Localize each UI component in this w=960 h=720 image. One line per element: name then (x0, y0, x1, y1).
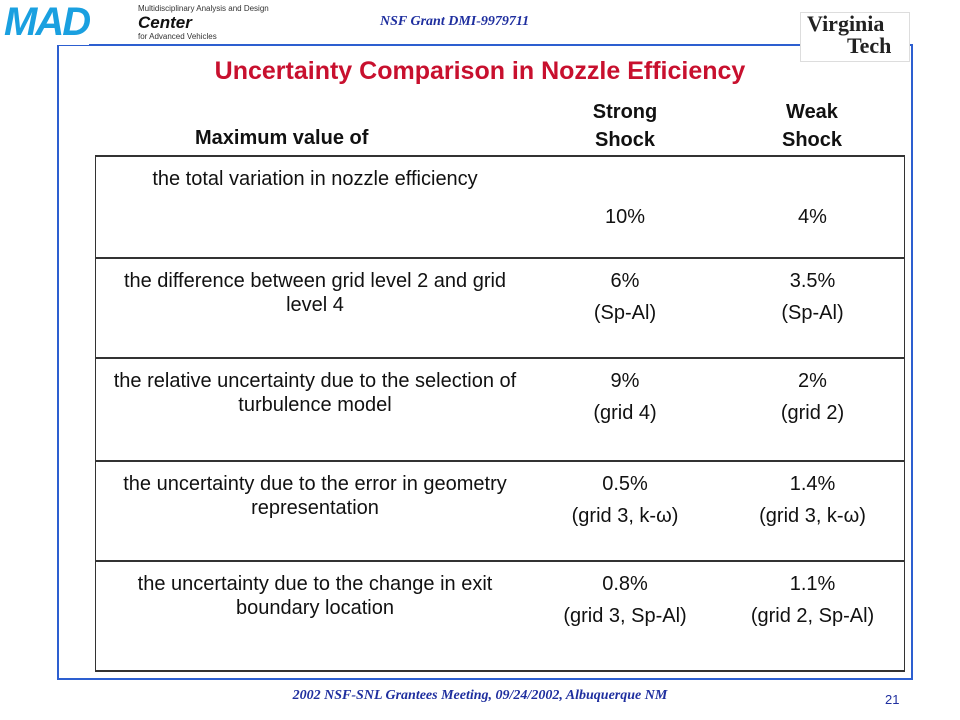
row-value: 4% (720, 205, 905, 237)
value-line: (grid 3, k-ω) (571, 505, 679, 527)
university-name: Tech (847, 33, 892, 58)
column-header: Maximum value of (195, 127, 369, 149)
row-value: 3.5% (Sp-Al) (720, 269, 905, 333)
row-value: 2% (grid 2) (720, 369, 905, 433)
row-label: the uncertainty due to the change in exi… (137, 573, 493, 619)
row-value: 6% (Sp-Al) (530, 269, 720, 333)
value-line: 1.4% (789, 473, 836, 495)
value-line: (grid 3, Sp-Al) (563, 605, 687, 627)
frame (57, 44, 913, 680)
value-line: 9% (610, 370, 640, 392)
logo-line: Center (138, 13, 192, 32)
row-label: the relative uncertainty due to the sele… (113, 370, 517, 416)
row-value: 1.4% (grid 3, k-ω) (720, 472, 905, 536)
page-number: 21 (885, 692, 900, 707)
value-line: 3.5% (789, 270, 836, 292)
logo-line: Multidisciplinary Analysis and Design (138, 4, 269, 13)
footer: 2002 NSF-SNL Grantees Meeting, 09/24/200… (292, 688, 668, 703)
title: Uncertainty Comparison in Nozzle Efficie… (214, 57, 746, 85)
value-line: (grid 4) (593, 402, 657, 424)
row-line (95, 357, 905, 359)
value-line: (grid 2) (780, 402, 845, 424)
logo-mark: MAD (4, 0, 91, 45)
value-line: 10% (604, 206, 646, 228)
row-value: 0.8% (grid 3, Sp-Al) (530, 572, 720, 636)
logo-line: for Advanced Vehicles (138, 32, 217, 41)
row-label: the difference between grid level 2 and … (123, 270, 507, 316)
value-line: 2% (798, 370, 827, 392)
value-line: (Sp-Al) (593, 302, 657, 324)
row-line (95, 460, 905, 462)
row-value: 10% (530, 205, 720, 237)
value-line: 6% (610, 270, 640, 292)
row-value: 0.5% (grid 3, k-ω) (530, 472, 720, 536)
value-line: 1.1% (789, 573, 836, 595)
value-line: 0.5% (602, 473, 648, 495)
row-line (95, 670, 905, 672)
row-label: the total variation in nozzle efficiency (152, 168, 478, 190)
column-header: Strong Shock (592, 101, 658, 151)
value-line: (Sp-Al) (781, 302, 844, 324)
value-line: (grid 3, k-ω) (759, 505, 866, 527)
table-border (95, 155, 905, 670)
grant: NSF Grant DMI-9979711 (380, 14, 530, 29)
value-line: 4% (798, 206, 827, 228)
row-line (95, 155, 905, 157)
row-line (95, 257, 905, 259)
column-header: Weak Shock (781, 101, 843, 151)
row-value: 9% (grid 4) (530, 369, 720, 433)
university-logo: Virginia Tech (800, 12, 910, 62)
row-line (95, 560, 905, 562)
university-name: Virginia (807, 11, 885, 36)
row-value: 1.1% (grid 2, Sp-Al) (720, 572, 905, 636)
row-label: the uncertainty due to the error in geom… (123, 473, 507, 519)
value-line: 0.8% (602, 573, 648, 595)
value-line: (grid 2, Sp-Al) (750, 605, 875, 627)
